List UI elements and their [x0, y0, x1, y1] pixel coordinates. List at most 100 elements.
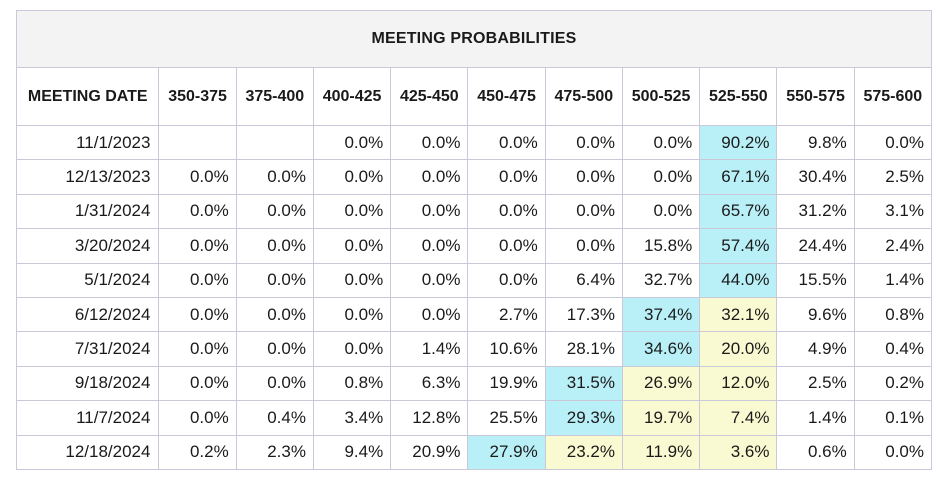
- probability-cell: 9.8%: [776, 124, 855, 161]
- probability-cell: [158, 124, 237, 161]
- probability-cell: 1.4%: [776, 400, 855, 436]
- table-row: 5/1/2024 0.0% 0.0% 0.0% 0.0% 0.0% 6.4% 32.7% 44.…: [15, 262, 933, 298]
- probability-cell: 0.0%: [621, 159, 701, 195]
- probability-cell: 2.7%: [467, 296, 546, 333]
- probability-cell: 0.0%: [853, 124, 933, 161]
- column-header-475-500: 475-500: [544, 67, 623, 126]
- column-header-550-575: 550-575: [776, 67, 855, 126]
- probability-cell: 0.0%: [235, 262, 314, 298]
- probability-cell: 30.4%: [776, 159, 855, 195]
- table-row: 3/20/2024 0.0% 0.0% 0.0% 0.0% 0.0% 0.0% 15.8% 57…: [15, 228, 933, 264]
- probability-cell: 25.5%: [467, 400, 546, 436]
- meeting-probabilities-panel: MEETING PROBABILITIES MEETING DATE 350-37…: [15, 10, 933, 470]
- probability-cell: 0.0%: [467, 159, 546, 195]
- probability-cell: 1.4%: [390, 331, 469, 367]
- probability-cell: 0.2%: [853, 365, 933, 402]
- probability-cell: 0.0%: [312, 159, 392, 195]
- probability-cell: 0.0%: [544, 193, 623, 230]
- probability-cell: 2.5%: [776, 365, 855, 402]
- probability-cell: 0.0%: [390, 124, 469, 161]
- table-row: 11/1/2023 0.0% 0.0% 0.0% 0.0% 0.0% 90.2% 9.8% 0.…: [15, 124, 933, 161]
- probability-cell: 0.0%: [158, 193, 237, 230]
- table-row: 12/18/2024 0.2% 2.3% 9.4% 20.9% 27.9% 23.2% 11.…: [15, 434, 933, 470]
- probability-cell: 0.0%: [235, 159, 314, 195]
- header-row: MEETING DATE 350-375 375-400 400-425 425-450…: [15, 67, 933, 126]
- probability-cell: 0.4%: [853, 331, 933, 367]
- probability-cell: 0.0%: [158, 331, 237, 367]
- table-row: 12/13/2023 0.0% 0.0% 0.0% 0.0% 0.0% 0.0% 0.0% 67…: [15, 159, 933, 195]
- probability-cell: 17.3%: [544, 296, 623, 333]
- column-header-500-525: 500-525: [621, 67, 701, 126]
- probability-cell: 0.0%: [158, 228, 237, 264]
- probability-cell: 12.8%: [390, 400, 469, 436]
- probability-cell: 10.6%: [467, 331, 546, 367]
- probability-cell: 0.2%: [158, 434, 237, 470]
- probability-cell: 28.1%: [544, 331, 623, 367]
- probability-table: MEETING PROBABILITIES MEETING DATE 350-37…: [15, 10, 933, 470]
- probability-cell: 26.9%: [621, 365, 701, 402]
- probability-cell: 0.1%: [853, 400, 933, 436]
- probability-cell: 11.9%: [621, 434, 701, 470]
- column-header-400-425: 400-425: [312, 67, 392, 126]
- probability-cell: 44.0%: [699, 262, 778, 298]
- table-row: 7/31/2024 0.0% 0.0% 0.0% 1.4% 10.6% 28.1% 34.6%…: [15, 331, 933, 367]
- column-header-375-400: 375-400: [235, 67, 314, 126]
- column-header-425-450: 425-450: [390, 67, 469, 126]
- probability-cell: 0.0%: [312, 296, 392, 333]
- probability-cell: 12.0%: [699, 365, 778, 402]
- table-row: 9/18/2024 0.0% 0.0% 0.8% 6.3% 19.9% 31.5% 26.9%…: [15, 365, 933, 402]
- probability-cell: 3.6%: [699, 434, 778, 470]
- probability-cell: 0.0%: [158, 400, 237, 436]
- probability-cell: 2.3%: [235, 434, 314, 470]
- probability-cell: 0.0%: [544, 159, 623, 195]
- probability-cell: 0.0%: [390, 296, 469, 333]
- probability-cell: 37.4%: [621, 296, 701, 333]
- probability-cell: 0.0%: [544, 124, 623, 161]
- probability-cell: 31.5%: [544, 365, 623, 402]
- probability-cell: 19.9%: [467, 365, 546, 402]
- probability-cell: 1.4%: [853, 262, 933, 298]
- probability-cell: 0.0%: [467, 262, 546, 298]
- probability-cell: 0.0%: [235, 365, 314, 402]
- probability-cell: 6.4%: [544, 262, 623, 298]
- meeting-date-cell: 1/31/2024: [15, 193, 160, 230]
- probability-cell: [235, 124, 314, 161]
- probability-cell: 23.2%: [544, 434, 623, 470]
- probability-cell: 2.5%: [853, 159, 933, 195]
- probability-cell: 2.4%: [853, 228, 933, 264]
- probability-cell: 0.0%: [390, 193, 469, 230]
- table-row: 11/7/2024 0.0% 0.4% 3.4% 12.8% 25.5% 29.3% 19.7…: [15, 400, 933, 436]
- probability-cell: 0.0%: [312, 124, 392, 161]
- probability-cell: 0.0%: [467, 124, 546, 161]
- probability-cell: 27.9%: [467, 434, 546, 470]
- probability-cell: 20.0%: [699, 331, 778, 367]
- meeting-date-cell: 5/1/2024: [15, 262, 160, 298]
- probability-cell: 3.4%: [312, 400, 392, 436]
- column-header-525-550: 525-550: [699, 67, 778, 126]
- table-body: 11/1/2023 0.0% 0.0% 0.0% 0.0% 0.0% 90.2% 9.8% 0.…: [15, 124, 933, 470]
- probability-cell: 0.0%: [467, 193, 546, 230]
- probability-cell: 0.0%: [621, 124, 701, 161]
- probability-cell: 0.8%: [312, 365, 392, 402]
- probability-cell: 32.7%: [621, 262, 701, 298]
- probability-cell: 0.0%: [312, 228, 392, 264]
- meeting-date-cell: 11/1/2023: [15, 124, 160, 161]
- probability-cell: 0.0%: [312, 262, 392, 298]
- probability-cell: 0.0%: [235, 193, 314, 230]
- probability-cell: 0.0%: [853, 434, 933, 470]
- probability-cell: 0.0%: [158, 262, 237, 298]
- meeting-date-cell: 6/12/2024: [15, 296, 160, 333]
- probability-cell: 0.8%: [853, 296, 933, 333]
- meeting-date-cell: 12/18/2024: [15, 434, 160, 470]
- probability-cell: 67.1%: [699, 159, 778, 195]
- probability-cell: 19.7%: [621, 400, 701, 436]
- probability-cell: 3.1%: [853, 193, 933, 230]
- column-header-450-475: 450-475: [467, 67, 546, 126]
- probability-cell: 0.0%: [235, 228, 314, 264]
- meeting-date-cell: 11/7/2024: [15, 400, 160, 436]
- table-title: MEETING PROBABILITIES: [16, 10, 932, 68]
- probability-cell: 0.6%: [776, 434, 855, 470]
- meeting-date-cell: 9/18/2024: [15, 365, 160, 402]
- probability-cell: 6.3%: [390, 365, 469, 402]
- probability-cell: 9.6%: [776, 296, 855, 333]
